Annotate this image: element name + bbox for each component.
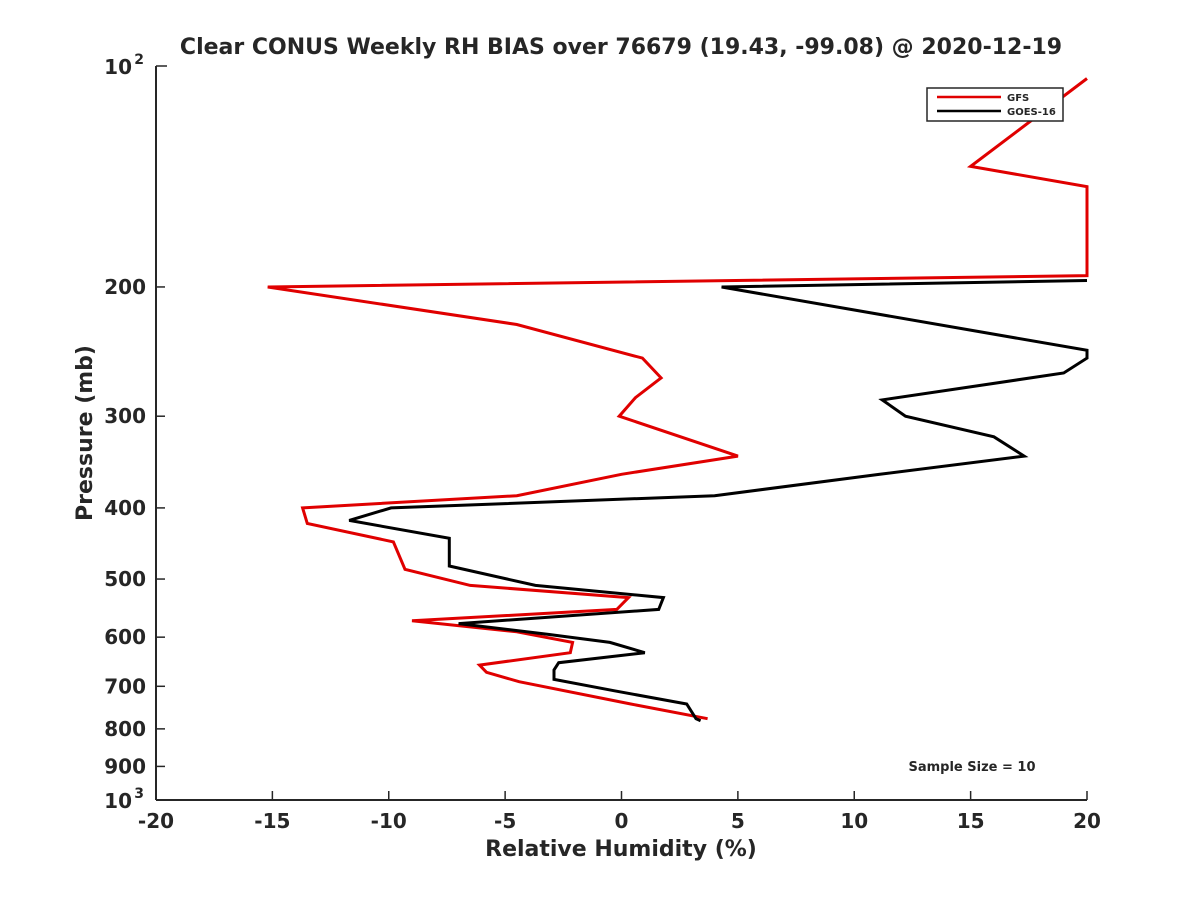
x-tick-label: 20 bbox=[1073, 809, 1101, 833]
x-tick-label: 0 bbox=[615, 809, 629, 833]
x-tick-label: -15 bbox=[254, 809, 290, 833]
legend-label: GOES-16 bbox=[1007, 107, 1056, 118]
series-line-gfs bbox=[267, 77, 1089, 721]
y-decade-tick-exponent: 3 bbox=[134, 786, 144, 802]
chart-title: Clear CONUS Weekly RH BIAS over 76679 (1… bbox=[180, 35, 1062, 60]
y-tick-label: 400 bbox=[104, 496, 146, 520]
sample-size-annotation: Sample Size = 10 bbox=[908, 760, 1035, 775]
series-line-goes-16 bbox=[348, 279, 1089, 723]
plot-area bbox=[155, 66, 1087, 801]
x-tick-label: -10 bbox=[371, 809, 407, 833]
x-tick-label: -5 bbox=[494, 809, 516, 833]
series-layer bbox=[267, 77, 1089, 723]
x-tick-label: 5 bbox=[731, 809, 745, 833]
legend: GFS GOES-16 bbox=[926, 87, 1064, 122]
x-tick-label: -20 bbox=[138, 809, 174, 833]
y-decade-tick-base: 10 bbox=[104, 789, 132, 813]
y-tick-label: 500 bbox=[104, 567, 146, 591]
y-decade-tick-base: 10 bbox=[104, 55, 132, 79]
x-tick-label: 10 bbox=[840, 809, 868, 833]
legend-box bbox=[926, 87, 1064, 122]
y-tick-label: 700 bbox=[104, 674, 146, 698]
y-tick-label: 600 bbox=[104, 625, 146, 649]
x-axis-label: Relative Humidity (%) bbox=[485, 837, 757, 862]
y-axis-label: Pressure (mb) bbox=[73, 345, 98, 521]
x-tick-label: 15 bbox=[957, 809, 985, 833]
x-axis-ticks: -20 -15 -10 -5 0 5 10 15 20 bbox=[138, 791, 1101, 833]
legend-label: GFS bbox=[1007, 93, 1029, 104]
y-tick-label: 300 bbox=[104, 404, 146, 428]
y-tick-label: 200 bbox=[104, 275, 146, 299]
y-tick-label: 900 bbox=[104, 754, 146, 778]
y-decade-tick-exponent: 2 bbox=[134, 52, 144, 68]
y-tick-label: 800 bbox=[104, 717, 146, 741]
